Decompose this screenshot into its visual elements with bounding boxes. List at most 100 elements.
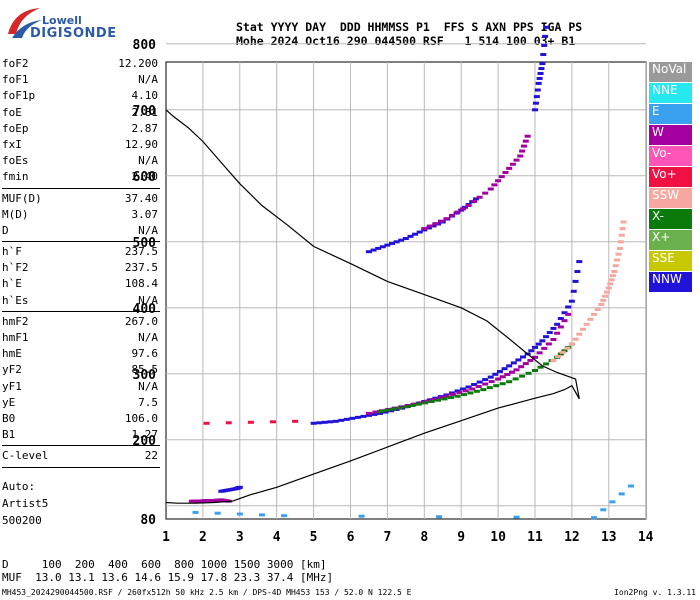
param-value: 237.5 <box>124 261 158 275</box>
param-value: 4.10 <box>131 89 159 103</box>
param-value: 2.40 <box>131 170 159 184</box>
param-name: MUF(D) <box>2 191 42 205</box>
param-value: 108.4 <box>124 277 158 291</box>
echo-point <box>546 331 553 335</box>
param-row: h`F2 237.5 <box>2 260 160 276</box>
header-values: Mohe 2024 Oct16 290 044500 RSF 1 514 100… <box>236 34 576 48</box>
param-value: 2.87 <box>131 121 159 135</box>
param-value: N/A <box>138 154 158 168</box>
echo-point <box>550 337 557 341</box>
station-header: Stat YYYY DAY DDD HHMMSS P1 FFS S AXN PP… <box>236 20 582 48</box>
echo-point <box>522 139 529 143</box>
echo-point <box>384 243 391 247</box>
echo-point <box>377 409 384 413</box>
param-value: 12.90 <box>124 137 158 151</box>
param-name: foE <box>2 105 22 119</box>
scaled-parameters-panel: foF2 12.200 foF1 N/A foF1p 4.10 foE 2.81 foEp 2.8… <box>2 56 160 470</box>
echo-point <box>535 81 542 85</box>
param-name: hmF2 <box>2 314 29 328</box>
echo-point <box>520 355 527 359</box>
param-row: hmE 97.6 <box>2 346 160 362</box>
chart-grid <box>165 43 647 520</box>
echo-point <box>471 383 478 387</box>
param-separator <box>2 187 160 189</box>
param-name: C-level <box>2 449 49 463</box>
echo-point <box>579 327 586 331</box>
legend-item: NNE <box>649 83 692 103</box>
param-name: h`Es <box>2 293 29 307</box>
echo-point <box>471 199 478 203</box>
echo-point <box>472 197 479 201</box>
echo-point <box>460 393 467 397</box>
legend-item: NNW <box>649 272 692 292</box>
echo-point <box>545 342 552 346</box>
echo-point <box>258 513 265 517</box>
param-name: foEs <box>2 154 29 168</box>
echo-point <box>365 411 372 415</box>
echo-point <box>426 224 433 228</box>
param-name: B0 <box>2 411 16 425</box>
x-tick-label: 13 <box>601 530 617 545</box>
digisonde-logo: Lowell DIGISONDE <box>4 4 124 42</box>
muf-table: D 100 200 400 600 800 1000 1500 3000 [km… <box>2 558 333 584</box>
echo-point <box>532 369 538 372</box>
echo-point <box>402 237 409 240</box>
echo-point <box>565 312 572 316</box>
doppler-direction-legend: NoVal NNE E W Vo- Vo+ SSW X- X+ SSE NNW <box>649 62 692 293</box>
series-nnw <box>532 25 550 112</box>
echo-point <box>576 332 583 336</box>
echo-point <box>518 365 525 369</box>
param-value: N/A <box>138 73 158 87</box>
echo-point <box>568 299 575 303</box>
param-row: B1 1.27 <box>2 427 160 443</box>
muf-values-row: MUF 13.0 13.1 13.6 14.6 15.9 17.8 23.3 3… <box>2 571 334 584</box>
echo-point <box>465 385 472 389</box>
echo-point <box>543 362 550 366</box>
echo-point <box>591 516 598 520</box>
auto-program: Artist5 <box>2 497 49 510</box>
echo-point <box>332 419 339 423</box>
echo-point <box>564 346 571 350</box>
param-name: foF1 <box>2 73 29 87</box>
param-row: foF2 12.200 <box>2 56 160 72</box>
param-row: h`E 108.4 <box>2 276 160 292</box>
echo-point <box>608 278 615 282</box>
echo-point <box>508 370 515 374</box>
param-value: 37.40 <box>124 191 158 205</box>
echo-point <box>618 233 625 237</box>
echo-point <box>402 405 409 409</box>
param-name: yF1 <box>2 379 22 393</box>
param-value: 85.5 <box>131 363 159 377</box>
param-row: yF2 85.5 <box>2 362 160 378</box>
y-tick-label: 600 <box>133 170 157 185</box>
logo-swoosh-icon <box>8 8 42 38</box>
echo-point <box>281 514 288 518</box>
series-w <box>188 498 232 503</box>
echo-point <box>469 387 476 391</box>
param-name: h`E <box>2 277 22 291</box>
echo-point <box>612 264 619 268</box>
echo-point <box>609 500 616 504</box>
echo-point <box>443 217 450 221</box>
series-nnw <box>218 485 243 493</box>
legend-item: Vo- <box>649 146 692 166</box>
echo-point <box>572 279 579 283</box>
param-name: fxI <box>2 137 22 151</box>
echo-point <box>515 358 522 362</box>
echo-point <box>415 402 422 406</box>
echo-point <box>583 322 590 326</box>
echo-point <box>627 484 634 488</box>
echo-point <box>448 213 455 217</box>
echo-point <box>383 408 390 412</box>
echo-point <box>607 282 614 286</box>
echo-point <box>430 398 437 402</box>
legend-item: SSE <box>649 251 692 271</box>
echo-point <box>554 322 561 326</box>
echo-point <box>375 246 382 250</box>
param-value: 1.27 <box>131 428 159 442</box>
echo-point <box>539 62 546 66</box>
echo-point <box>327 420 334 424</box>
echo-point <box>532 355 538 359</box>
echo-point <box>550 326 557 330</box>
echo-point <box>524 134 531 138</box>
